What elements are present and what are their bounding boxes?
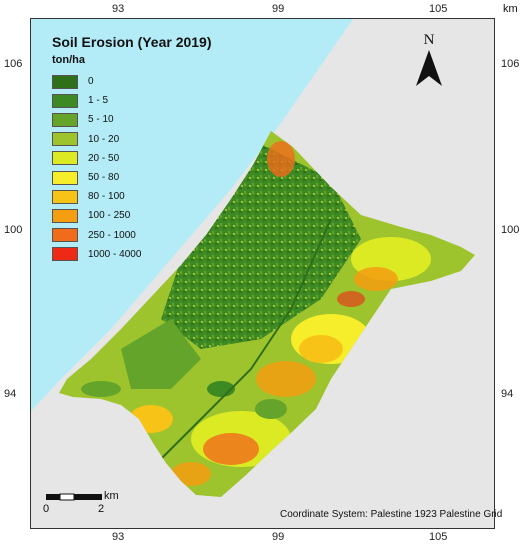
legend-swatch (52, 189, 78, 204)
legend-item: 20 - 50 (52, 149, 212, 168)
top-km-unit: km (503, 3, 518, 15)
map-frame (30, 18, 495, 529)
right-tick-100: 100 (501, 224, 520, 236)
legend-unit: ton/ha (52, 54, 85, 66)
legend-label: 20 - 50 (88, 152, 120, 164)
scale-unit: km (104, 490, 119, 502)
top-tick-105: 105 (429, 3, 448, 15)
map-canvas (31, 19, 494, 528)
legend-item: 0 (52, 72, 212, 91)
bottom-tick-105: 105 (429, 531, 448, 543)
legend-item: 5 - 10 (52, 110, 212, 129)
sea-area (31, 19, 353, 411)
north-arrow-icon: N (416, 32, 442, 86)
legend-item: 1000 - 4000 (52, 245, 212, 264)
map-title: Soil Erosion (Year 2019) (52, 34, 212, 50)
legend-swatch (52, 151, 78, 166)
legend-label: 80 - 100 (88, 191, 125, 203)
scale-start: 0 (43, 503, 50, 515)
legend-label: 100 - 250 (88, 210, 131, 222)
legend-label: 1 - 5 (88, 95, 109, 107)
north-label: N (424, 32, 435, 48)
legend-swatch (52, 112, 78, 127)
scale-end: 2 (98, 503, 105, 515)
coordinate-system-label: Coordinate System: Palestine 1923 Palest… (280, 509, 503, 520)
left-tick-94: 94 (4, 388, 17, 400)
right-tick-106: 106 (501, 58, 520, 70)
left-tick-100: 100 (4, 224, 23, 236)
legend-swatch (52, 93, 78, 108)
top-tick-99: 99 (272, 3, 285, 15)
bottom-tick-93: 93 (112, 531, 125, 543)
legend-item: 10 - 20 (52, 130, 212, 149)
legend: Soil Erosion (Year 2019) ton/ha 0 1 - 5 … (52, 34, 212, 264)
scale-bar: km 0 2 (42, 490, 162, 520)
bottom-tick-99: 99 (272, 531, 285, 543)
legend-swatch (52, 247, 78, 262)
top-tick-93: 93 (112, 3, 125, 15)
left-tick-106: 106 (4, 58, 23, 70)
legend-item: 1 - 5 (52, 91, 212, 110)
legend-swatch (52, 132, 78, 147)
scale-bar-graphic (46, 493, 102, 501)
legend-label: 1000 - 4000 (88, 248, 142, 260)
legend-label: 10 - 20 (88, 133, 120, 145)
legend-label: 0 (88, 76, 94, 88)
legend-swatch (52, 74, 78, 89)
legend-label: 250 - 1000 (88, 229, 136, 241)
legend-item: 50 - 80 (52, 168, 212, 187)
legend-label: 5 - 10 (88, 114, 114, 126)
legend-swatch (52, 208, 78, 223)
legend-swatch (52, 228, 78, 243)
right-tick-94: 94 (501, 388, 514, 400)
legend-item: 80 - 100 (52, 187, 212, 206)
legend-item: 250 - 1000 (52, 226, 212, 245)
legend-item: 100 - 250 (52, 206, 212, 225)
legend-label: 50 - 80 (88, 172, 120, 184)
north-arrow: N (412, 30, 446, 92)
legend-swatch (52, 170, 78, 185)
